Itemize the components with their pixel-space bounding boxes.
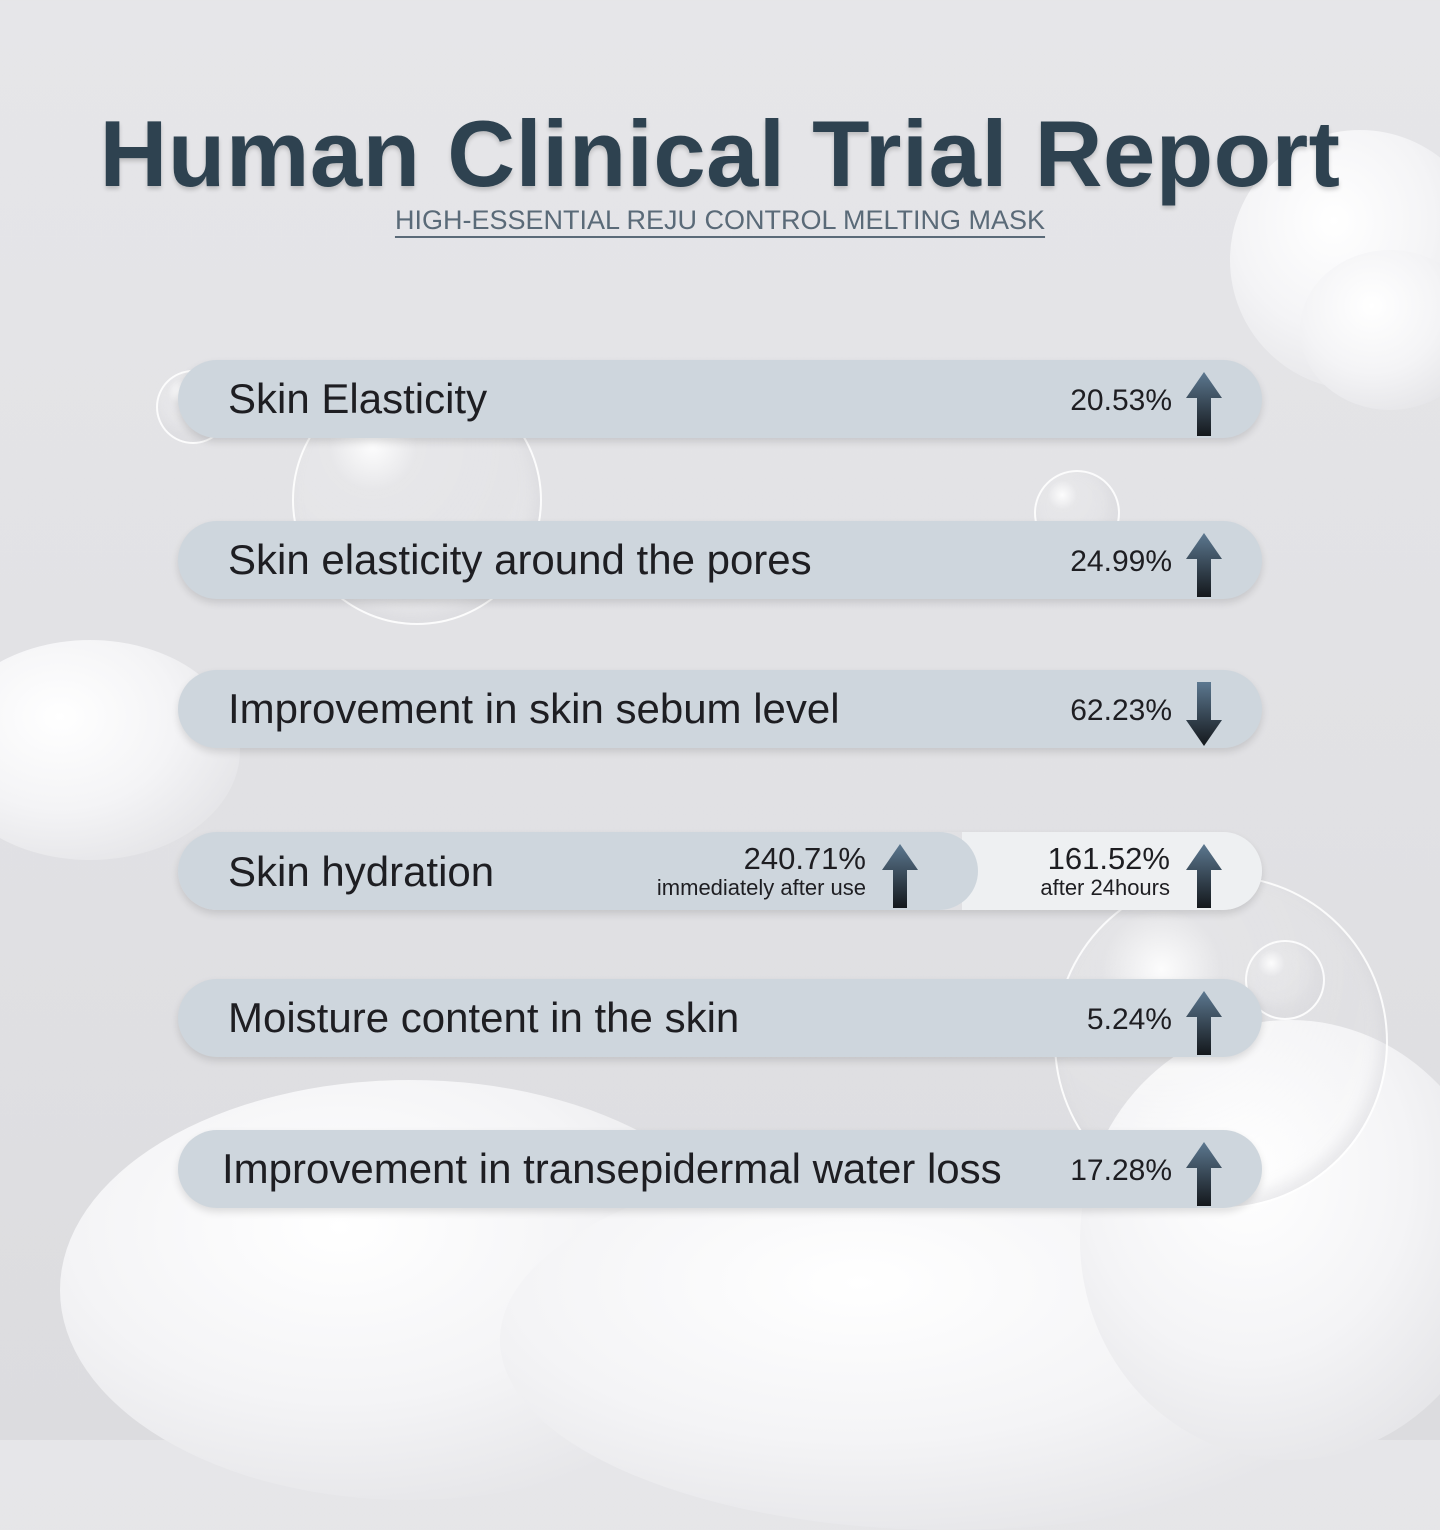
metric-value: 17.28% xyxy=(1070,1154,1172,1187)
metric-label: Improvement in transepidermal water loss xyxy=(222,1145,1002,1192)
metric-label: Skin Elasticity xyxy=(228,375,488,422)
metric-label: Skin hydration xyxy=(228,848,495,895)
page-subtitle: HIGH-ESSENTIAL REJU CONTROL MELTING MASK xyxy=(0,205,1440,236)
up-arrow-icon xyxy=(1186,1142,1222,1206)
metric-row-moisture-content: Moisture content in the skin 5.24% xyxy=(178,979,1262,1057)
hydration-after-note: after 24hours xyxy=(1040,875,1170,900)
down-arrow-icon xyxy=(1186,682,1222,746)
up-arrow-icon xyxy=(1186,991,1222,1055)
up-arrow-icon xyxy=(882,844,918,908)
hydration-immediate-note: immediately after use xyxy=(656,875,866,900)
hydration-after-value: 161.52% xyxy=(1047,841,1170,876)
up-arrow-icon xyxy=(1186,844,1222,908)
hydration-immediate-panel xyxy=(178,832,978,910)
metric-label: Skin elasticity around the pores xyxy=(228,536,812,583)
metric-label: Moisture content in the skin xyxy=(228,994,740,1041)
metric-value: 20.53% xyxy=(1070,384,1172,417)
metric-row-skin-elasticity: Skin Elasticity 20.53% xyxy=(178,360,1262,438)
up-arrow-icon xyxy=(1186,372,1222,436)
metric-row-sebum-level: Improvement in skin sebum level 62.23% xyxy=(178,670,1262,748)
metric-label: Improvement in skin sebum level xyxy=(228,685,840,732)
subtitle-text: HIGH-ESSENTIAL REJU CONTROL MELTING MASK xyxy=(394,205,1046,235)
metric-row-transepidermal-water-loss: Improvement in transepidermal water loss… xyxy=(178,1130,1262,1208)
hydration-immediate-value: 240.71% xyxy=(743,841,866,876)
hydration-immediate: 240.71% immediately after use xyxy=(657,842,866,900)
metric-row-pore-elasticity: Skin elasticity around the pores 24.99% xyxy=(178,521,1262,599)
metric-value: 5.24% xyxy=(1086,1003,1172,1036)
metric-value: 62.23% xyxy=(1070,694,1172,727)
metric-value: 24.99% xyxy=(1070,545,1172,578)
up-arrow-icon xyxy=(1186,533,1222,597)
metric-row-skin-hydration: Skin hydration 240.71% immediately after… xyxy=(178,832,1262,910)
hydration-after: 161.52% after 24hours xyxy=(1040,842,1170,900)
hydration-after-panel xyxy=(962,832,1262,910)
page-title: Human Clinical Trial Report xyxy=(99,101,1341,206)
